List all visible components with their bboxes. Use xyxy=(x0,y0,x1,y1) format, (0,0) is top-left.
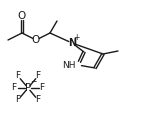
Text: N: N xyxy=(68,38,76,48)
Text: F: F xyxy=(39,83,45,92)
Text: F: F xyxy=(15,95,21,105)
Text: O: O xyxy=(18,11,26,21)
Text: F: F xyxy=(15,72,21,80)
Text: F: F xyxy=(35,95,41,105)
Text: F: F xyxy=(11,83,17,92)
Text: O: O xyxy=(32,35,40,45)
Text: F: F xyxy=(35,72,41,80)
Text: NH: NH xyxy=(62,61,76,71)
Text: P: P xyxy=(25,83,31,93)
Text: +: + xyxy=(73,34,79,42)
Text: −: − xyxy=(30,77,36,87)
